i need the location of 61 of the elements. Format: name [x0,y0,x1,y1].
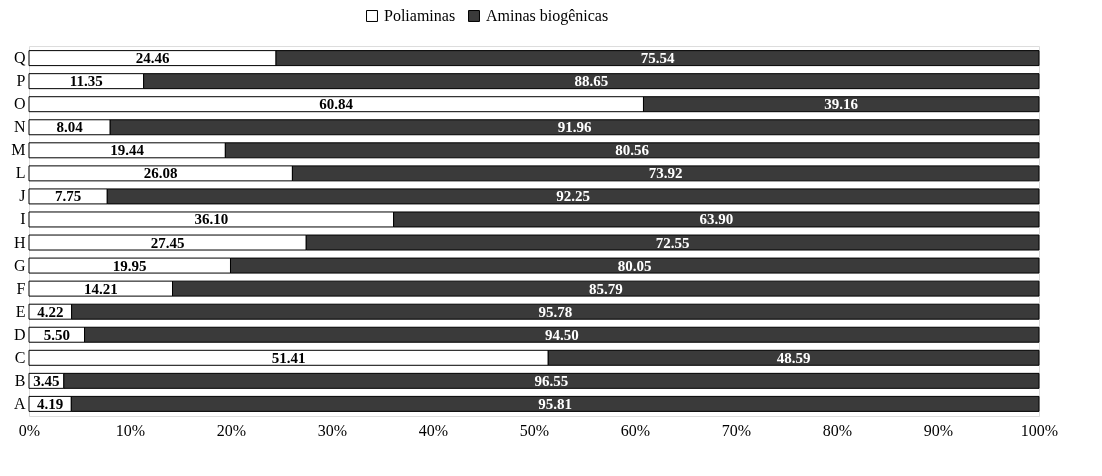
data-label: 51.41 [271,349,306,366]
x-tick-label: 50% [519,421,550,439]
y-tick-label: Q [13,49,26,67]
y-tick-label: F [16,279,26,297]
y-tick-label: D [13,325,26,343]
data-label: 3.45 [33,372,60,389]
legend-label: Aminas biogênicas [486,7,609,25]
y-tick-label: J [19,187,26,205]
data-label: 4.19 [37,395,64,412]
x-tick-label: 10% [115,421,146,439]
data-label: 72.55 [655,234,690,251]
data-label: 80.56 [615,142,650,159]
y-tick-label: H [13,233,26,251]
x-tick-label: 40% [418,421,449,439]
data-label: 19.95 [112,257,147,274]
legend-label: Poliaminas [384,7,456,24]
y-tick-label: A [13,394,26,412]
data-label: 80.05 [617,257,652,274]
data-label: 60.84 [319,96,354,113]
data-label: 95.78 [538,303,573,320]
data-label: 63.90 [699,211,734,228]
x-tick-label: 20% [216,421,247,439]
data-label: 19.44 [110,142,145,159]
data-label: 94.50 [544,326,579,343]
x-tick-label: 100% [1020,421,1059,439]
y-tick-label: B [14,371,26,389]
data-label: 73.92 [648,165,683,182]
x-tick-label: 70% [721,421,752,439]
data-label: 75.54 [640,50,675,67]
data-label: 39.16 [824,96,859,113]
data-label: 14.21 [83,280,118,297]
y-tick-label: C [14,348,26,366]
data-label: 92.25 [556,188,591,205]
data-label: 27.45 [150,234,185,251]
x-tick-label: 90% [923,421,954,439]
x-tick-label: 0% [18,421,41,439]
y-tick-label: O [13,95,26,113]
data-label: 36.10 [194,211,229,228]
data-label: 11.35 [69,73,103,90]
data-label: 88.65 [574,73,609,90]
y-tick-label: G [13,256,26,274]
data-label: 7.75 [55,188,82,205]
data-label: 91.96 [557,119,592,136]
data-label: 48.59 [776,349,811,366]
y-tick-label: M [11,141,26,159]
data-label: 95.81 [538,395,573,412]
y-tick-label: P [16,72,26,90]
x-tick-label: 30% [317,421,348,439]
x-tick-label: 80% [822,421,853,439]
data-label: 8.04 [56,119,84,136]
x-tick-label: 60% [620,421,651,439]
data-label: 85.79 [588,280,623,297]
y-tick-label: I [20,210,26,228]
data-label: 96.55 [534,372,569,389]
y-tick-label: N [13,118,26,136]
data-label: 4.22 [37,303,64,320]
y-tick-label: E [15,302,26,320]
y-tick-label: L [15,164,26,182]
data-label: 26.08 [143,165,178,182]
data-label: 5.50 [43,326,70,343]
data-label: 24.46 [135,50,170,67]
